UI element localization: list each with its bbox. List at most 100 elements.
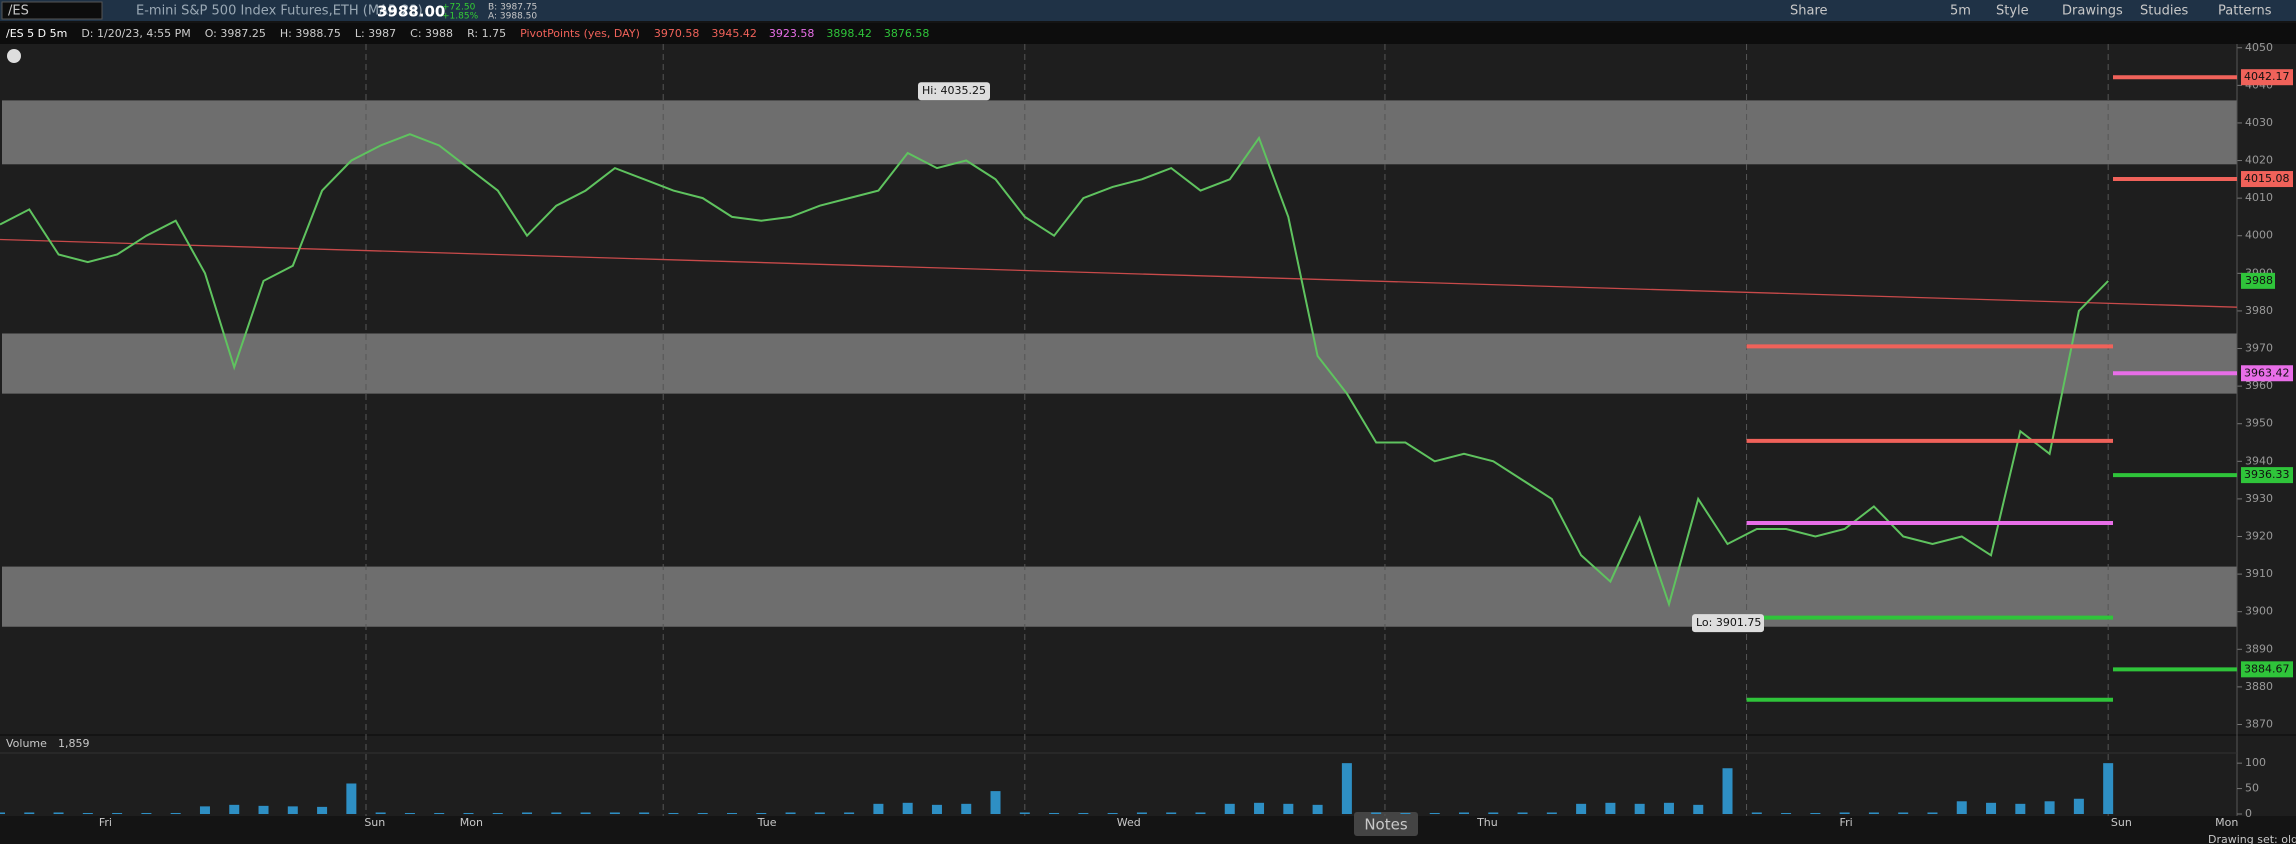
volume-bar <box>1898 812 1909 814</box>
volume-tick-label: 100 <box>2245 756 2266 769</box>
volume-bar <box>1312 804 1323 814</box>
volume-bar <box>1810 812 1821 814</box>
volume-tick-label: 50 <box>2245 782 2259 795</box>
volume-bar <box>1049 812 1060 814</box>
volume-bar <box>375 812 386 814</box>
info-pivot-value: 3876.58 <box>884 27 930 40</box>
volume-bar <box>258 805 269 814</box>
info-open: O: 3987.25 <box>205 27 266 40</box>
y-tick-label: 4000 <box>2245 229 2273 242</box>
price-label-bg <box>2241 467 2293 484</box>
info-study: PivotPoints (yes, DAY) <box>520 27 640 40</box>
volume-bar <box>1019 812 1030 814</box>
info-high: H: 3988.75 <box>280 27 341 40</box>
volume-bar <box>2044 801 2055 814</box>
volume-bar <box>1107 812 1118 814</box>
supply-demand-zone <box>2 333 2237 394</box>
price-label: 3963.42 <box>2244 366 2290 379</box>
toolbar-button[interactable]: Patterns <box>2218 4 2272 19</box>
price-label: 4015.08 <box>2244 172 2290 185</box>
volume-bar <box>814 812 825 814</box>
symbol-box[interactable] <box>1 1 103 20</box>
y-tick-label: 3930 <box>2245 492 2273 505</box>
info-close: C: 3988 <box>410 27 453 40</box>
volume-bar <box>53 812 64 814</box>
annotation: Lo: 3901.75 <box>1696 616 1761 629</box>
volume-bar <box>1517 812 1528 814</box>
toolbar-button[interactable]: 5m <box>1950 4 1971 19</box>
volume-bar <box>0 812 5 814</box>
volume-bar <box>1166 812 1177 814</box>
info-date: D: 1/20/23, 4:55 PM <box>81 27 190 40</box>
volume-bar <box>1927 812 1938 814</box>
change-pct: +1.85% <box>442 12 479 22</box>
y-tick-label: 3970 <box>2245 342 2273 355</box>
volume-bar <box>229 804 240 814</box>
toolbar-button[interactable]: Share <box>1790 4 1828 19</box>
volume-bar <box>112 812 123 814</box>
price-label-bg <box>2241 365 2293 382</box>
volume-bar <box>492 812 503 814</box>
y-tick-label: 3880 <box>2245 680 2273 693</box>
price-label-bg <box>2241 69 2293 86</box>
volume-bar <box>463 812 474 814</box>
volume-bar <box>1283 803 1294 814</box>
volume-bar <box>1605 802 1616 814</box>
volume-tick-label: 0 <box>2245 807 2252 820</box>
x-tick-label: Sun <box>2111 816 2132 829</box>
info-pivot-value: 3923.58 <box>769 27 815 40</box>
volume-bar <box>2073 798 2084 814</box>
x-tick-label: Mon <box>460 816 483 829</box>
volume-bar <box>1546 812 1557 814</box>
y-tick-label: 3940 <box>2245 454 2273 467</box>
volume-bar <box>346 783 357 814</box>
y-tick-label: 4010 <box>2245 191 2273 204</box>
volume-bar <box>1868 812 1879 814</box>
volume-bar <box>82 812 93 814</box>
volume-bar <box>1576 803 1587 814</box>
volume-bar <box>1488 812 1499 814</box>
symbol[interactable]: /ES <box>8 4 29 19</box>
volume-bar <box>756 812 767 814</box>
x-tick-label: Sun <box>364 816 385 829</box>
volume-bar <box>2015 803 2026 814</box>
x-tick-label: Wed <box>1117 816 1141 829</box>
volume-last: 1,859 <box>58 737 90 750</box>
x-tick-label: Thu <box>1476 816 1498 829</box>
bid: B: 3987.75 <box>488 3 537 13</box>
y-tick-label: 4020 <box>2245 154 2273 167</box>
volume-bar <box>1956 801 1967 814</box>
last-price-bg <box>2241 272 2275 289</box>
volume-bar <box>1078 812 1089 814</box>
info-icon[interactable] <box>7 49 21 63</box>
volume-bar <box>1429 812 1440 814</box>
y-tick-label: 3910 <box>2245 567 2273 580</box>
info-range: R: 1.75 <box>467 27 506 40</box>
volume-bar <box>1371 812 1382 814</box>
volume-bar <box>1781 812 1792 814</box>
info-bar <box>0 23 2296 44</box>
volume-bar <box>141 812 152 814</box>
volume-bar <box>404 812 415 814</box>
volume-bar <box>609 812 620 814</box>
volume-bar <box>1722 768 1733 814</box>
last-price-label: 3988 <box>2245 274 2273 287</box>
toolbar-button[interactable]: Studies <box>2140 4 2188 19</box>
volume-bar <box>902 802 913 814</box>
drawing-set: Drawing set: old <box>2208 833 2296 844</box>
volume-bar <box>522 812 533 814</box>
x-tick-label: Tue <box>757 816 777 829</box>
volume-bar <box>2103 763 2114 814</box>
volume-bar <box>1459 812 1469 814</box>
toolbar-button[interactable]: Style <box>1996 4 2029 19</box>
notes-button[interactable] <box>1354 812 1418 836</box>
volume-bar <box>551 812 562 814</box>
volume-bar <box>1693 804 1704 814</box>
notes-label[interactable]: Notes <box>1364 816 1408 834</box>
annotation-bg <box>918 82 990 101</box>
volume-bar <box>931 804 942 814</box>
volume-bar <box>1986 802 1997 814</box>
description: E-mini S&P 500 Index Futures,ETH (MAR 23… <box>136 4 423 19</box>
toolbar-button[interactable]: Drawings <box>2062 4 2123 19</box>
